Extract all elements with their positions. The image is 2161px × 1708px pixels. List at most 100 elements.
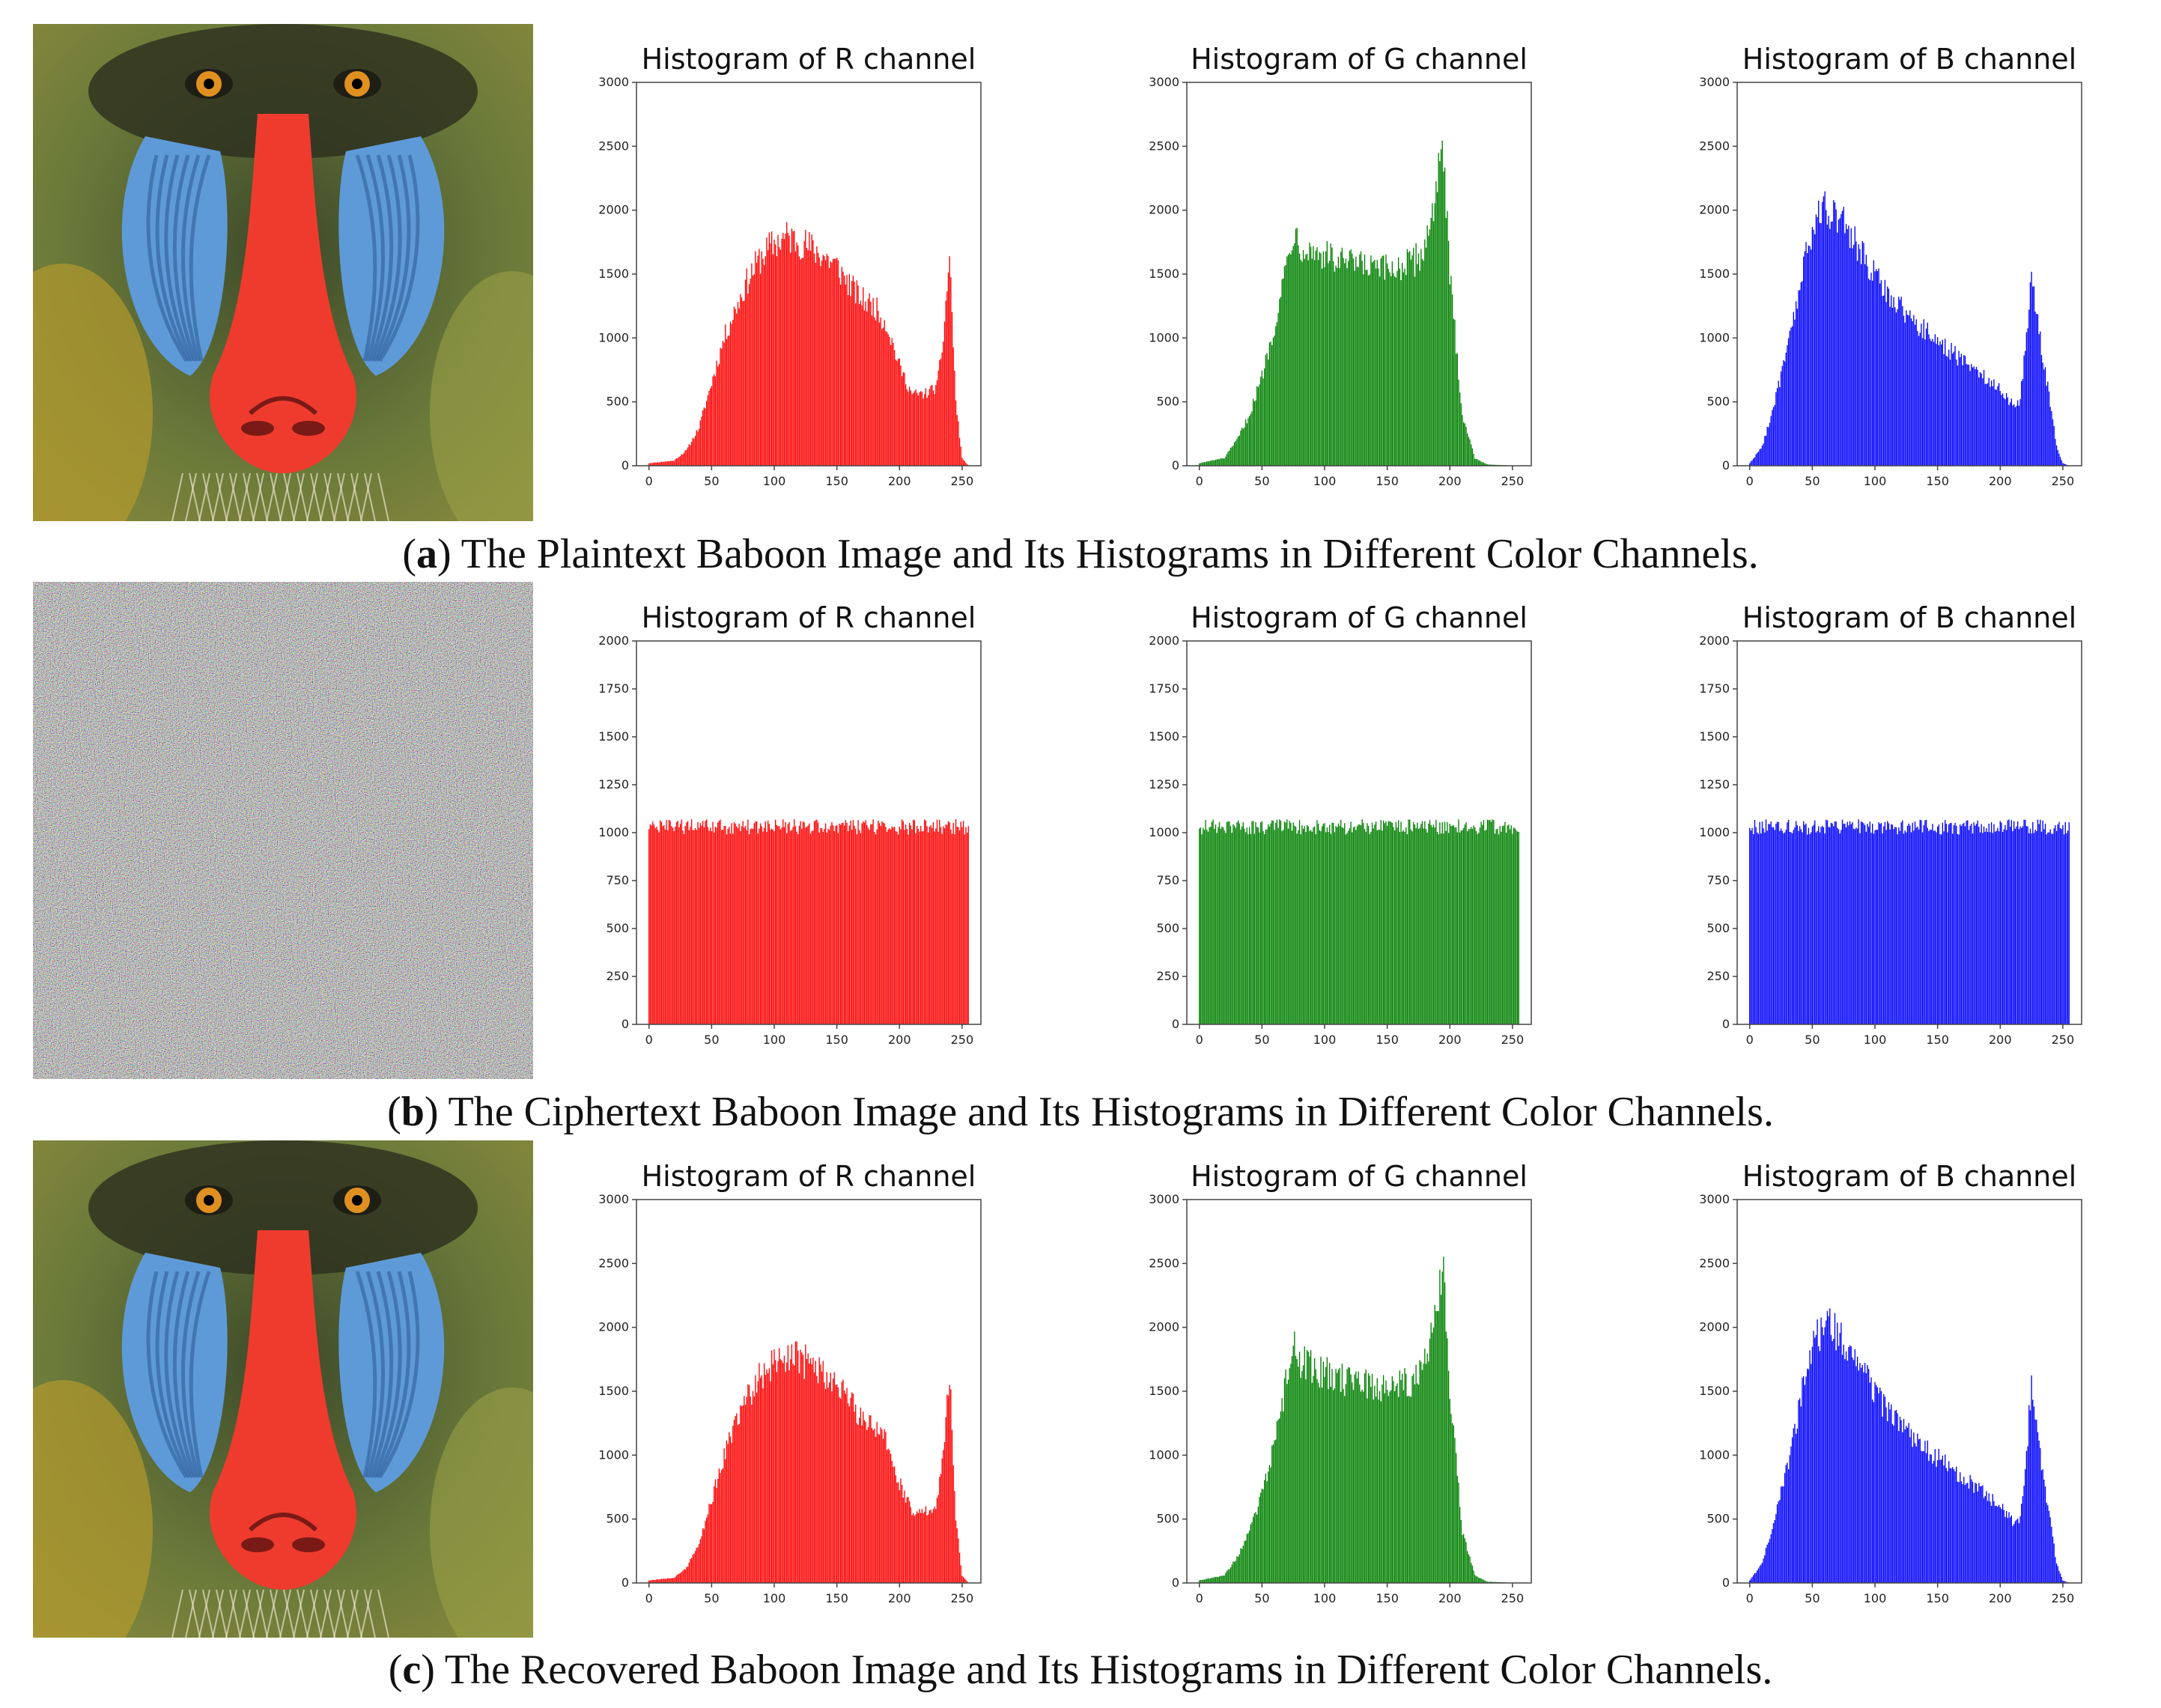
histogram-bar: [931, 385, 933, 466]
histogram-bar: [1984, 831, 1986, 1024]
histogram-bar: [1227, 452, 1229, 466]
histogram-bar: [694, 435, 696, 466]
histogram-title: Histogram of B channel: [1742, 43, 2076, 76]
histogram-bar: [687, 821, 689, 1024]
histogram-bar: [932, 390, 934, 466]
histogram-bar: [771, 231, 773, 466]
histogram-bar: [1495, 829, 1497, 1024]
histogram-bar: [905, 384, 907, 466]
histogram-bar: [1791, 326, 1793, 466]
histogram-bar: [1764, 1555, 1766, 1583]
histogram-bar: [771, 1350, 773, 1583]
histogram-bar: [1316, 1379, 1318, 1583]
histogram-bar: [2034, 830, 2036, 1024]
histogram-bar: [701, 825, 702, 1024]
histogram-bar: [1824, 191, 1826, 466]
histogram-bar: [1451, 1423, 1453, 1583]
histogram-bar: [828, 268, 830, 466]
histogram-bar: [1895, 827, 1897, 1024]
histogram-bar: [1948, 349, 1950, 466]
histogram-bar: [902, 1498, 904, 1583]
histogram-bar: [867, 1426, 869, 1583]
histogram-bar: [1888, 288, 1890, 466]
histogram-bar: [755, 251, 756, 466]
histogram-bar: [1287, 828, 1289, 1024]
histogram-bar: [1301, 1370, 1303, 1583]
histogram-bar: [821, 1371, 823, 1583]
histogram-bar: [759, 823, 762, 1024]
histogram-bar: [1371, 822, 1373, 1024]
histogram-bar: [1424, 1349, 1426, 1583]
histogram-bar: [1339, 267, 1340, 466]
histogram-bar: [917, 1513, 920, 1583]
histogram-bar: [1257, 1506, 1259, 1583]
x-tick-label: 150: [825, 474, 848, 488]
histogram-bar: [846, 1388, 848, 1583]
histogram-bar: [1277, 312, 1279, 466]
histogram-bar: [1429, 228, 1431, 466]
histogram-bar: [920, 825, 922, 1024]
histogram-bar: [773, 1349, 775, 1583]
histogram-bar: [2007, 397, 2008, 466]
histogram-bar: [1512, 833, 1513, 1024]
histogram-bar: [1912, 1447, 1913, 1583]
histogram-bar: [684, 826, 686, 1024]
histogram-bar: [742, 821, 744, 1024]
histogram-bar: [1749, 463, 1751, 466]
histogram-bar: [1962, 824, 1963, 1024]
histogram-bar: [1385, 821, 1387, 1024]
histogram-bar: [1770, 416, 1772, 466]
histogram-bar: [1990, 380, 1993, 466]
histogram-bar: [1873, 833, 1874, 1024]
histogram-bar: [1805, 242, 1807, 466]
histogram-bar: [1322, 251, 1324, 466]
y-tick-label: 1500: [1699, 1384, 1730, 1398]
histogram-bar: [899, 1490, 900, 1583]
histogram-bar: [1398, 1397, 1399, 1583]
histogram-bar: [2027, 328, 2028, 466]
histogram-bar: [1925, 328, 1927, 466]
histogram-bar: [924, 1512, 926, 1583]
histogram-bar: [1279, 819, 1280, 1024]
histogram-bar: [1350, 249, 1352, 466]
histogram-bar: [763, 1363, 765, 1583]
histogram-bar: [732, 1426, 734, 1583]
histogram-bar: [1823, 827, 1825, 1024]
histogram-bar: [1982, 378, 1984, 466]
histogram-bar: [1335, 826, 1337, 1024]
histogram-bar: [776, 256, 778, 466]
histogram-bar: [1394, 830, 1396, 1024]
histogram-bar: [946, 1394, 948, 1583]
histogram-bar: [1309, 242, 1310, 466]
histogram-bar: [1435, 180, 1437, 466]
histogram-bar: [882, 1438, 884, 1583]
histogram-bar: [2053, 1543, 2055, 1583]
histogram-bar: [1772, 1523, 1775, 1583]
histogram-bar: [1329, 261, 1331, 466]
histogram-bar: [839, 824, 842, 1024]
histogram-bar: [875, 834, 877, 1024]
histogram-bar: [1973, 1492, 1975, 1583]
y-tick-label: 2000: [1149, 203, 1179, 217]
histogram-bar: [1405, 827, 1407, 1024]
histogram-bar: [1324, 1377, 1325, 1583]
y-tick-label: 1000: [598, 330, 629, 344]
histogram-bar: [1799, 1398, 1801, 1583]
histogram-bar: [863, 822, 866, 1024]
histogram-bar: [1419, 1360, 1420, 1583]
histogram-bar: [1458, 819, 1459, 1024]
histogram-bar: [1319, 252, 1320, 466]
histogram-bar: [1794, 319, 1796, 466]
histogram-bar: [1498, 834, 1500, 1024]
histogram-bar: [723, 342, 725, 466]
histogram-bar: [1903, 1418, 1905, 1583]
histogram-bar: [2061, 1576, 2062, 1583]
histogram-bar: [1370, 1387, 1372, 1583]
histogram-bar: [733, 1420, 735, 1583]
y-tick-label: 0: [1722, 1017, 1730, 1031]
histogram-bar: [885, 331, 887, 466]
histogram-bar: [1997, 1507, 1999, 1583]
histogram-bar: [1356, 826, 1358, 1024]
histogram-bar: [1205, 819, 1206, 1024]
histogram-bar: [1879, 824, 1881, 1024]
